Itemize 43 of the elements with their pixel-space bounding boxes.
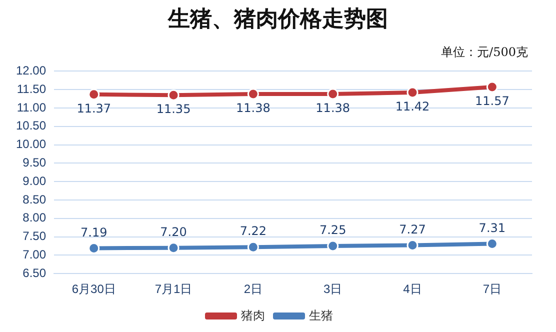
x-tick-label: 6月30日 [72, 282, 116, 296]
data-label: 7.19 [80, 225, 108, 240]
y-tick-label: 8.50 [22, 192, 46, 206]
point [247, 241, 259, 253]
text: 单位：元/500克 [441, 44, 528, 61]
y-tick-label: 10.50 [16, 118, 46, 133]
data-label: 11.37 [76, 102, 112, 116]
y-tick-label: 9.00 [22, 174, 46, 188]
point [168, 89, 180, 101]
y-tick-label: 7.50 [22, 229, 46, 244]
data-label: 7.31 [478, 220, 506, 235]
data-label: 7.22 [240, 224, 267, 238]
point [88, 88, 100, 100]
legend-label: 生猪 [309, 308, 333, 322]
data-label: 7.20 [160, 224, 187, 239]
point [168, 242, 180, 254]
data-label: 7.27 [399, 222, 426, 236]
y-tick-label: 6.50 [22, 266, 46, 280]
data-label: 11.38 [316, 101, 350, 116]
point [406, 86, 418, 98]
y-tick-label: 10.00 [16, 137, 46, 152]
chart-title: 生猪、猪肉价格走势图 [166, 5, 389, 34]
data-label: 11.35 [156, 102, 191, 116]
point [486, 81, 498, 93]
point [327, 240, 339, 252]
point [327, 88, 339, 100]
legend-label: 猪肉 [241, 308, 265, 322]
y-tick-label: 11.00 [16, 100, 46, 114]
data-label: 7.25 [319, 223, 346, 238]
data-label: 11.57 [474, 94, 510, 108]
x-tick-label: 3日 [324, 282, 342, 296]
data-label: 11.42 [395, 100, 430, 114]
x-tick-label: 7月1日 [154, 282, 192, 296]
x-tick-label: 2日 [244, 282, 263, 296]
y-tick-label: 9.50 [22, 156, 46, 170]
y-tick-label: 11.50 [16, 82, 46, 96]
x-tick-label: 4日 [403, 282, 422, 296]
y-tick-label: 8.00 [22, 210, 46, 225]
point [247, 88, 259, 100]
data-label: 11.38 [236, 101, 270, 116]
y-tick-label: 7.00 [22, 248, 46, 262]
x-tick-label: 7日 [482, 282, 502, 296]
y-tick-label: 12.00 [16, 64, 46, 78]
